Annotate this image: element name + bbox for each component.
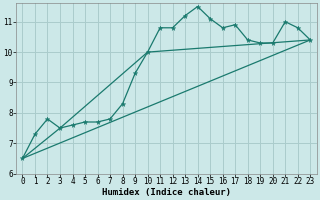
X-axis label: Humidex (Indice chaleur): Humidex (Indice chaleur) [102,188,231,197]
